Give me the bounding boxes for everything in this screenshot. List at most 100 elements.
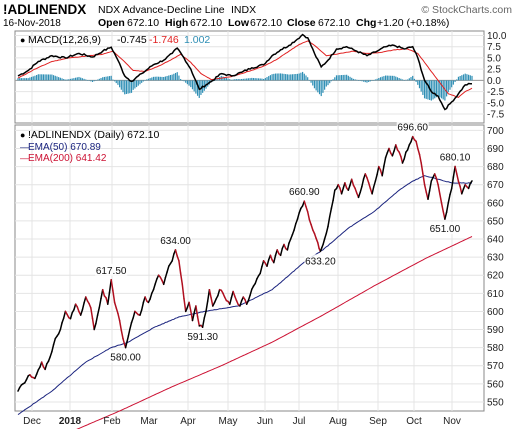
macd-histogram-bar xyxy=(159,76,161,81)
annotation-bg xyxy=(109,350,142,363)
macd-histogram-bar xyxy=(49,74,51,81)
macd-histogram-bar xyxy=(224,77,226,81)
price-segment xyxy=(176,255,180,262)
macd-histogram-bar xyxy=(230,79,233,81)
macd-histogram-bar xyxy=(139,80,141,85)
macd-histogram-bar xyxy=(25,78,28,81)
price-segment xyxy=(179,272,184,286)
macd-histogram-bar xyxy=(102,77,104,81)
macd-histogram-bar xyxy=(229,79,231,81)
macd-histogram-bar xyxy=(107,76,109,81)
macd-histogram-bar xyxy=(366,80,368,83)
macd-histogram-bar xyxy=(400,78,402,81)
macd-histogram-bar xyxy=(405,79,407,81)
macd-histogram-bar xyxy=(439,80,441,98)
macd-histogram-bar xyxy=(362,80,365,82)
price-y-tick: 620 xyxy=(487,271,504,282)
macd-histogram-bar xyxy=(227,78,229,81)
macd-histogram-bar xyxy=(391,75,393,81)
macd-histogram-bar xyxy=(401,79,404,81)
x-tick-label: Nov xyxy=(443,416,461,427)
price-grid xyxy=(15,125,484,411)
watermark: © StockCharts.com xyxy=(421,4,512,16)
macd-histogram-bar xyxy=(125,80,128,94)
x-tick-label: Dec xyxy=(23,416,41,427)
price-segment xyxy=(96,306,101,316)
macd-histogram-bar xyxy=(241,79,243,81)
macd-histogram-bar xyxy=(237,79,239,81)
macd-histogram-bar xyxy=(395,76,397,81)
price-segment xyxy=(217,288,221,297)
price-y-tick: 580 xyxy=(487,343,504,354)
macd-histogram-bar xyxy=(266,77,268,81)
price-segment xyxy=(195,305,199,318)
macd-histogram-bar xyxy=(186,80,189,85)
price-segment xyxy=(139,309,143,316)
macd-histogram-bar xyxy=(58,77,60,81)
price-annotation: 591.30 xyxy=(187,332,218,343)
macd-histogram-bar xyxy=(449,80,451,90)
price-annotation: 580.00 xyxy=(110,353,141,364)
price-segment xyxy=(79,309,84,316)
macd-histogram-bar xyxy=(22,78,24,81)
price-segment xyxy=(457,180,461,188)
price-y-tick: 640 xyxy=(487,235,504,246)
macd-histogram-bar xyxy=(452,80,454,85)
macd-y-tick: 5.0 xyxy=(487,53,501,64)
macd-histogram-bar xyxy=(59,77,61,81)
price-segment xyxy=(88,302,92,309)
macd-histogram-bar xyxy=(307,77,309,81)
macd-histogram-bar xyxy=(97,79,99,81)
price-segment xyxy=(447,193,451,204)
price-segment xyxy=(366,177,370,184)
quote-chg-label: Chg xyxy=(356,17,376,29)
macd-histogram-bar xyxy=(108,76,111,81)
price-segment xyxy=(269,254,273,261)
price-segment xyxy=(305,205,309,213)
macd-histogram-bar xyxy=(32,76,34,81)
macd-histogram-bar xyxy=(17,78,19,81)
price-segment xyxy=(98,297,102,309)
macd-histogram-bar xyxy=(37,74,39,81)
price-segment xyxy=(210,297,214,307)
price-segment xyxy=(249,288,253,296)
macd-histogram-bar xyxy=(63,79,65,81)
macd-histogram-bar xyxy=(30,76,33,81)
macd-histogram-bar xyxy=(279,73,282,81)
price-y-tick: 560 xyxy=(487,379,504,390)
macd-histogram-bar xyxy=(374,79,377,81)
macd-histogram-bar xyxy=(19,78,21,81)
price-segment xyxy=(444,211,448,220)
macd-histogram-bar xyxy=(127,80,129,94)
macd-histogram-bar xyxy=(388,75,390,81)
macd-panel: -7.5-5.0-2.50.02.55.07.510.0 ● MACD(12,2… xyxy=(14,30,507,124)
macd-histogram-bar xyxy=(20,78,22,81)
price-segment xyxy=(384,152,389,159)
price-annotation: 660.90 xyxy=(289,187,320,198)
annotation-bg xyxy=(288,185,321,198)
macd-histogram-bar xyxy=(286,74,288,81)
annotation-bg xyxy=(186,330,219,343)
price-segment xyxy=(132,310,136,319)
price-segment xyxy=(417,147,421,156)
macd-histogram-bar xyxy=(47,74,50,81)
macd-histogram-bar xyxy=(371,80,373,81)
price-annotation: 696.60 xyxy=(397,123,428,134)
price-segment xyxy=(295,218,299,225)
price-segment xyxy=(95,314,99,325)
price-segment xyxy=(76,306,80,313)
price-segment xyxy=(327,215,331,228)
x-tick-label: Feb xyxy=(103,416,121,427)
price-panel-frame xyxy=(14,124,485,412)
macd-histogram-bar xyxy=(264,78,266,81)
x-tick-label: Jul xyxy=(293,416,306,427)
price-segment xyxy=(40,361,45,368)
macd-histogram-bar xyxy=(298,73,300,81)
macd-histogram-bar xyxy=(151,77,153,81)
macd-y-tick: 0.0 xyxy=(487,76,501,87)
macd-histogram-bar xyxy=(364,80,366,83)
price-segment xyxy=(247,294,251,302)
macd-histogram-bar xyxy=(247,78,249,81)
macd-histogram-bar xyxy=(193,80,195,92)
macd-histogram-bar xyxy=(239,79,241,81)
